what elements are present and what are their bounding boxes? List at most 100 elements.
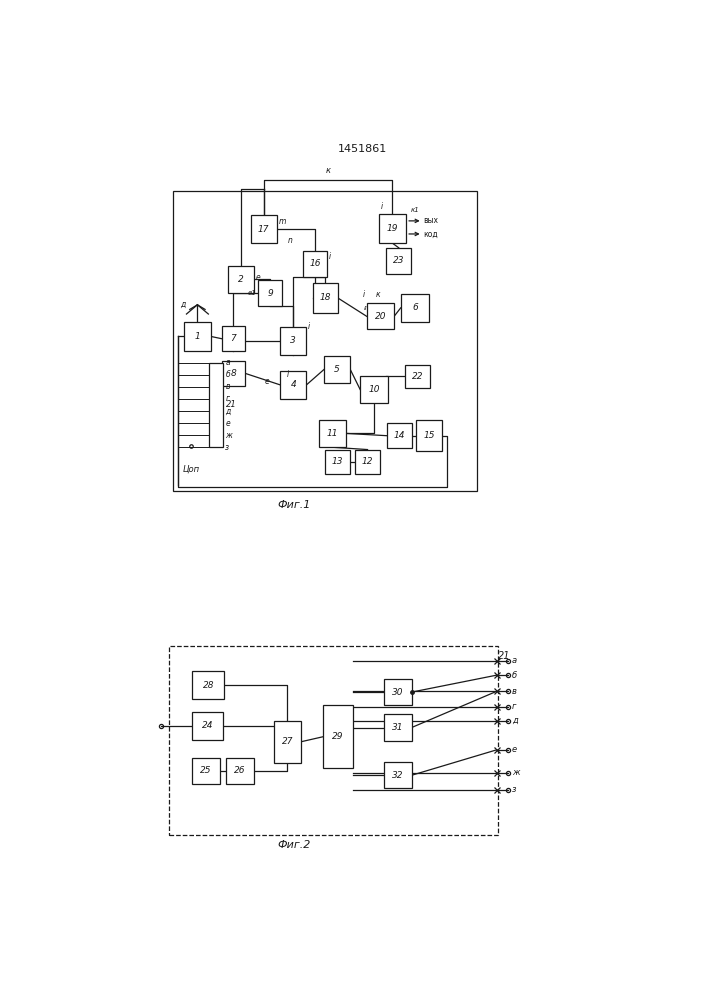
Text: 4: 4	[291, 380, 296, 389]
Text: n: n	[288, 236, 293, 245]
Text: e1: e1	[248, 290, 257, 296]
Text: ж: ж	[512, 768, 520, 777]
Text: д: д	[180, 300, 185, 309]
Bar	[355, 450, 380, 474]
Text: 3: 3	[291, 336, 296, 345]
Text: 9: 9	[267, 289, 273, 298]
Bar	[405, 365, 430, 388]
Bar	[250, 215, 277, 243]
Text: а: а	[512, 656, 517, 665]
Bar	[385, 714, 411, 741]
Bar	[360, 376, 387, 403]
Bar	[313, 283, 338, 312]
Text: 13: 13	[332, 457, 343, 466]
Text: 7: 7	[230, 334, 236, 343]
Text: 30: 30	[392, 688, 404, 697]
Text: e: e	[264, 377, 269, 386]
Text: б: б	[512, 671, 517, 680]
Text: е: е	[226, 419, 230, 428]
Text: е: е	[512, 745, 517, 754]
Bar	[173, 191, 477, 491]
Text: 20: 20	[375, 312, 386, 321]
Bar	[379, 214, 407, 243]
Bar	[319, 420, 346, 447]
Text: i: i	[287, 370, 289, 379]
Bar	[228, 266, 255, 293]
Text: 21: 21	[498, 651, 510, 661]
Bar	[323, 705, 353, 768]
Bar	[192, 671, 224, 699]
Text: i: i	[308, 322, 310, 331]
Text: д: д	[512, 716, 518, 725]
Text: 18: 18	[320, 293, 331, 302]
Text: 32: 32	[392, 771, 404, 780]
Bar	[274, 721, 301, 763]
Text: Цоп: Цоп	[182, 465, 199, 474]
Text: 31: 31	[392, 723, 404, 732]
Bar	[170, 646, 498, 835]
Text: код: код	[423, 229, 438, 238]
Text: к1: к1	[411, 207, 419, 213]
Bar	[325, 450, 350, 474]
Text: 26: 26	[235, 766, 246, 775]
Bar	[416, 420, 443, 451]
Bar	[192, 712, 223, 740]
Text: 16: 16	[309, 259, 321, 268]
Text: 1451861: 1451861	[338, 144, 387, 154]
Text: к: к	[375, 290, 380, 299]
Text: 8: 8	[230, 369, 236, 378]
Text: 29: 29	[332, 732, 344, 741]
Text: 12: 12	[362, 457, 373, 466]
Text: Фиг.2: Фиг.2	[277, 840, 310, 850]
Text: ll: ll	[364, 306, 368, 311]
Text: 6: 6	[412, 303, 418, 312]
Text: i: i	[328, 252, 330, 261]
Text: 11: 11	[327, 429, 338, 438]
Bar	[387, 423, 411, 448]
Text: а: а	[226, 358, 230, 367]
Bar	[226, 758, 254, 784]
Bar	[280, 371, 306, 399]
Text: 27: 27	[281, 737, 293, 746]
Text: з: з	[226, 443, 229, 452]
Text: 14: 14	[394, 431, 405, 440]
Text: 5: 5	[334, 365, 340, 374]
Text: 25: 25	[200, 766, 212, 775]
Bar	[385, 679, 411, 705]
Bar	[192, 758, 220, 784]
Text: 10: 10	[368, 385, 380, 394]
Text: в: в	[226, 382, 230, 391]
Bar	[401, 294, 429, 322]
Text: 21: 21	[226, 400, 237, 409]
Text: 24: 24	[201, 721, 214, 730]
Bar	[387, 248, 411, 274]
Text: ж: ж	[226, 431, 232, 440]
Text: г: г	[226, 394, 229, 403]
Bar	[324, 356, 350, 383]
Text: 15: 15	[423, 431, 435, 440]
Text: Фиг.1: Фиг.1	[277, 500, 310, 510]
Bar	[221, 361, 245, 386]
Text: д: д	[226, 406, 230, 415]
Bar	[385, 762, 411, 788]
Bar	[185, 322, 211, 351]
Bar	[367, 303, 394, 329]
Text: 17: 17	[258, 225, 269, 234]
Bar	[280, 327, 306, 355]
Text: з: з	[512, 785, 516, 794]
Text: i: i	[363, 290, 365, 299]
Text: 19: 19	[387, 224, 398, 233]
Text: m: m	[279, 217, 286, 226]
Text: б: б	[226, 370, 230, 379]
Text: e: e	[256, 273, 261, 282]
Bar	[303, 251, 327, 277]
Text: вых: вых	[423, 216, 439, 225]
Text: 1: 1	[194, 332, 200, 341]
Text: 2: 2	[238, 275, 244, 284]
Text: 22: 22	[411, 372, 423, 381]
Text: 23: 23	[393, 256, 404, 265]
Bar	[209, 363, 223, 447]
Text: i: i	[380, 202, 382, 211]
Text: к: к	[326, 166, 331, 175]
Text: г: г	[512, 702, 516, 711]
